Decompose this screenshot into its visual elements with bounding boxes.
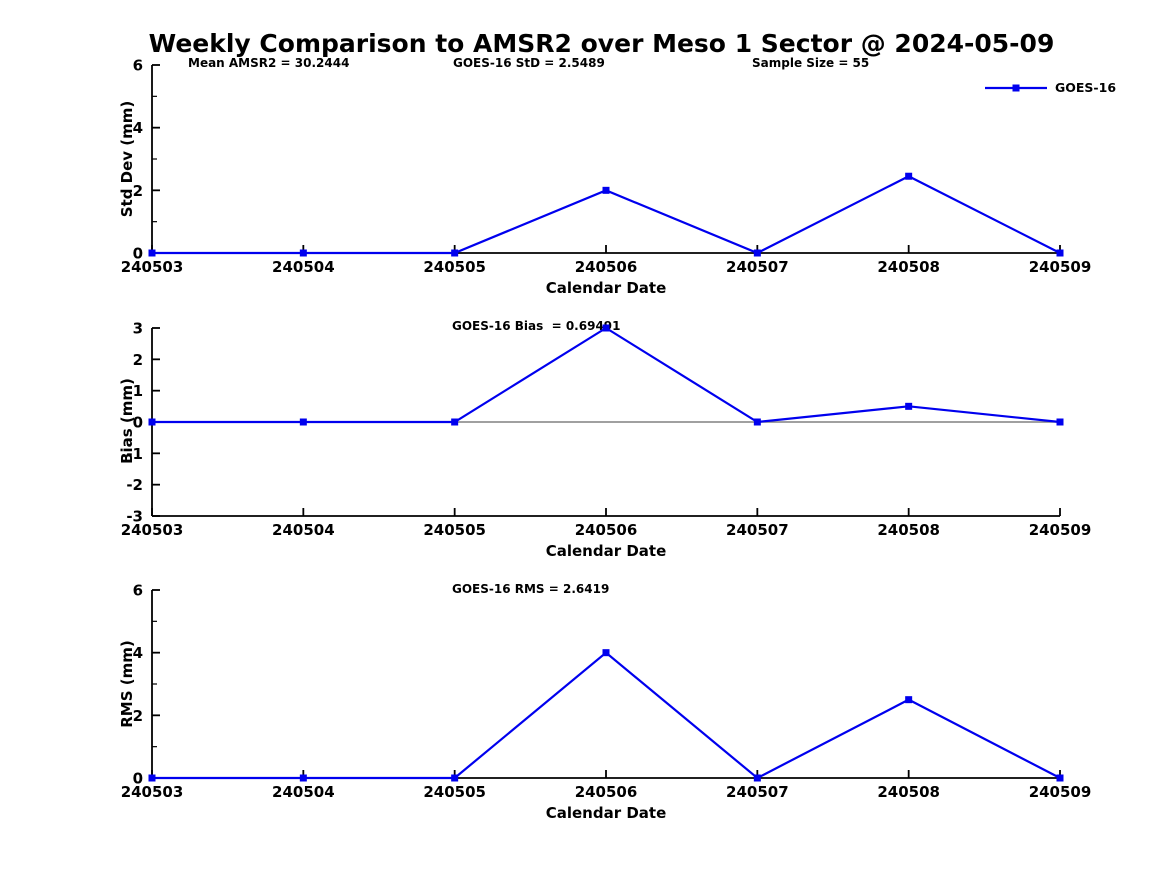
series-marker (905, 696, 913, 704)
xlabel-stddev: Calendar Date (545, 279, 667, 297)
stddev-plot-area: 0 2 4 6 240503 240504 240505 240506 240507 240508… (121, 57, 1092, 277)
series-marker (299, 418, 307, 426)
x-tick-label: 240506 (575, 783, 638, 801)
legend-sample-marker (1012, 84, 1020, 91)
y-tick-label: 6 (133, 57, 143, 75)
series-marker (1056, 249, 1064, 257)
y-tick-label: 4 (133, 119, 143, 137)
y-tick-label: 2 (133, 707, 143, 725)
annotation-goes16-rms: GOES-16 RMS = 2.6419 (452, 582, 610, 596)
x-tick-label: 240507 (726, 521, 789, 539)
series-marker (299, 774, 307, 782)
series-marker (905, 172, 913, 180)
x-tick-label: 240505 (423, 783, 486, 801)
y-tick-label: 0 (133, 414, 143, 432)
series-marker (602, 649, 610, 657)
bias-plot-area: -3 -2 -1 0 1 2 3 240503 240504 240505 240506 240507… (121, 320, 1092, 540)
x-tick-label: 240506 (575, 258, 638, 276)
y-tick-label: 2 (133, 182, 143, 200)
x-tick-label: 240505 (423, 258, 486, 276)
xlabel-bias: Calendar Date (545, 542, 667, 560)
series-marker (753, 774, 761, 782)
series-marker (148, 418, 156, 426)
x-tick-label: 240509 (1029, 783, 1092, 801)
x-tick-label: 240508 (877, 783, 940, 801)
x-tick-label: 240507 (726, 783, 789, 801)
legend-label: GOES-16 (1055, 80, 1117, 95)
series-marker (451, 249, 459, 257)
series-marker (148, 249, 156, 257)
x-tick-label: 240503 (121, 258, 184, 276)
x-tick-label: 240504 (272, 783, 335, 801)
annotation-goes16-std: GOES-16 StD = 2.5489 (453, 56, 605, 70)
series-marker (602, 186, 610, 194)
y-tick-label: 0 (133, 770, 143, 788)
x-tick-label: 240508 (877, 521, 940, 539)
x-tick-label: 240509 (1029, 258, 1092, 276)
figure-title: Weekly Comparison to AMSR2 over Meso 1 S… (148, 29, 1055, 58)
series-marker (299, 249, 307, 257)
series-marker (148, 774, 156, 782)
y-tick-label: 1 (133, 382, 143, 400)
series-marker (753, 418, 761, 426)
x-tick-label: 240507 (726, 258, 789, 276)
y-tick-label: 4 (133, 644, 143, 662)
series-line (152, 326, 1061, 424)
legend: GOES-16 (984, 80, 1116, 95)
series-marker (451, 418, 459, 426)
x-tick-label: 240506 (575, 521, 638, 539)
y-tick-label: -3 (126, 508, 143, 526)
xlabel-rms: Calendar Date (545, 804, 667, 822)
series-marker (451, 774, 459, 782)
legend-line-sample (985, 84, 1047, 91)
x-tick-label: 240504 (272, 521, 335, 539)
y-tick-label: -1 (126, 445, 143, 463)
y-tick-label: 2 (133, 351, 143, 369)
y-tick-label: 6 (133, 582, 143, 600)
x-tick-label: 240508 (877, 258, 940, 276)
series-marker (905, 402, 913, 410)
x-tick-label: 240509 (1029, 521, 1092, 539)
y-tick-label: 3 (133, 320, 143, 338)
series-marker (1056, 774, 1064, 782)
x-tick-label: 240503 (121, 783, 184, 801)
series-line (152, 651, 1061, 780)
series-marker (753, 249, 761, 257)
y-tick-label: -2 (126, 476, 143, 494)
series-marker (602, 324, 610, 332)
annotation-sample-size: Sample Size = 55 (752, 56, 870, 70)
x-tick-label: 240504 (272, 258, 335, 276)
x-tick-label: 240505 (423, 521, 486, 539)
y-tick-label: 0 (133, 245, 143, 263)
rms-plot-area: 0 2 4 6 240503 240504 240505 240506 240507 240508… (121, 582, 1092, 802)
series-marker (1056, 418, 1064, 426)
x-tick-label: 240503 (121, 521, 184, 539)
annotation-mean-amsr2: Mean AMSR2 = 30.2444 (188, 56, 350, 70)
